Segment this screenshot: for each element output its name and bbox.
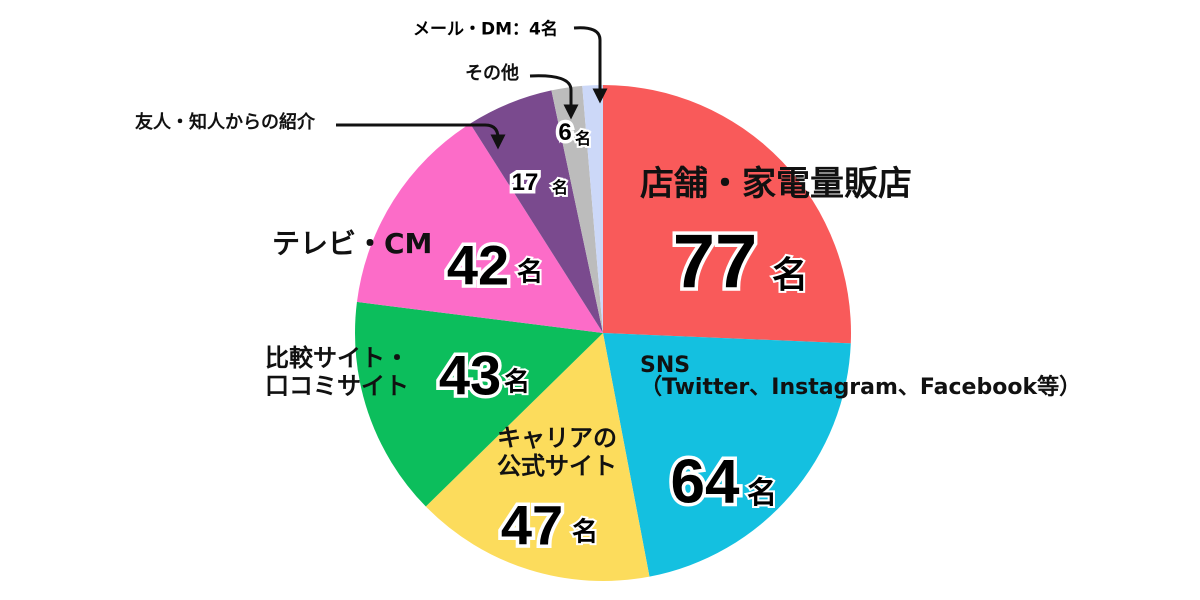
value-label: 4 <box>529 19 541 40</box>
unit-label: 名 <box>570 515 600 549</box>
value-label: 77 <box>669 216 761 308</box>
pie-slice <box>582 85 603 333</box>
leader-arrow <box>529 74 579 120</box>
category-label: SNS （Twitter、Instagram、Facebook等） <box>640 353 1082 400</box>
pie-slice <box>355 301 603 507</box>
pie-slice <box>356 123 603 333</box>
category-label: テレビ・CM <box>272 227 433 260</box>
leader-arrow <box>573 26 608 104</box>
unit-label: 名 <box>502 365 532 399</box>
small-slice-label: メール・DM： 4 名 <box>413 15 558 40</box>
category-label: 友人・知人からの紹介 <box>135 112 315 133</box>
unit-label: 名 <box>515 255 545 289</box>
category-label: キャリアの 公式サイト <box>497 424 617 480</box>
slices <box>355 85 851 581</box>
category-label: メール・DM <box>413 19 513 40</box>
pie-slice <box>603 85 851 344</box>
value-label: 17 <box>508 166 542 200</box>
pie-slice <box>551 85 603 333</box>
pie-slice <box>425 333 650 581</box>
value-label: 42 <box>443 230 512 300</box>
unit-label: 名 <box>540 19 558 40</box>
unit-label: 名 <box>745 475 779 512</box>
category-label: 比較サイト・ 口コミサイト <box>265 344 409 400</box>
leader-arrow <box>336 123 506 150</box>
category-label: その他 <box>465 63 519 84</box>
unit-label: 名 <box>550 178 570 199</box>
value-label: 64 <box>667 444 743 520</box>
pie-slice <box>470 90 603 333</box>
value-label: 47 <box>497 490 566 560</box>
label-separator: ： <box>512 19 530 40</box>
value-label: 43 <box>435 340 504 410</box>
unit-label: 名 <box>573 129 593 150</box>
pie-slice <box>603 333 851 577</box>
category-label: 店舗・家電量販店 <box>640 164 912 204</box>
value-label: 6 <box>555 116 576 150</box>
unit-label: 名 <box>770 252 810 297</box>
